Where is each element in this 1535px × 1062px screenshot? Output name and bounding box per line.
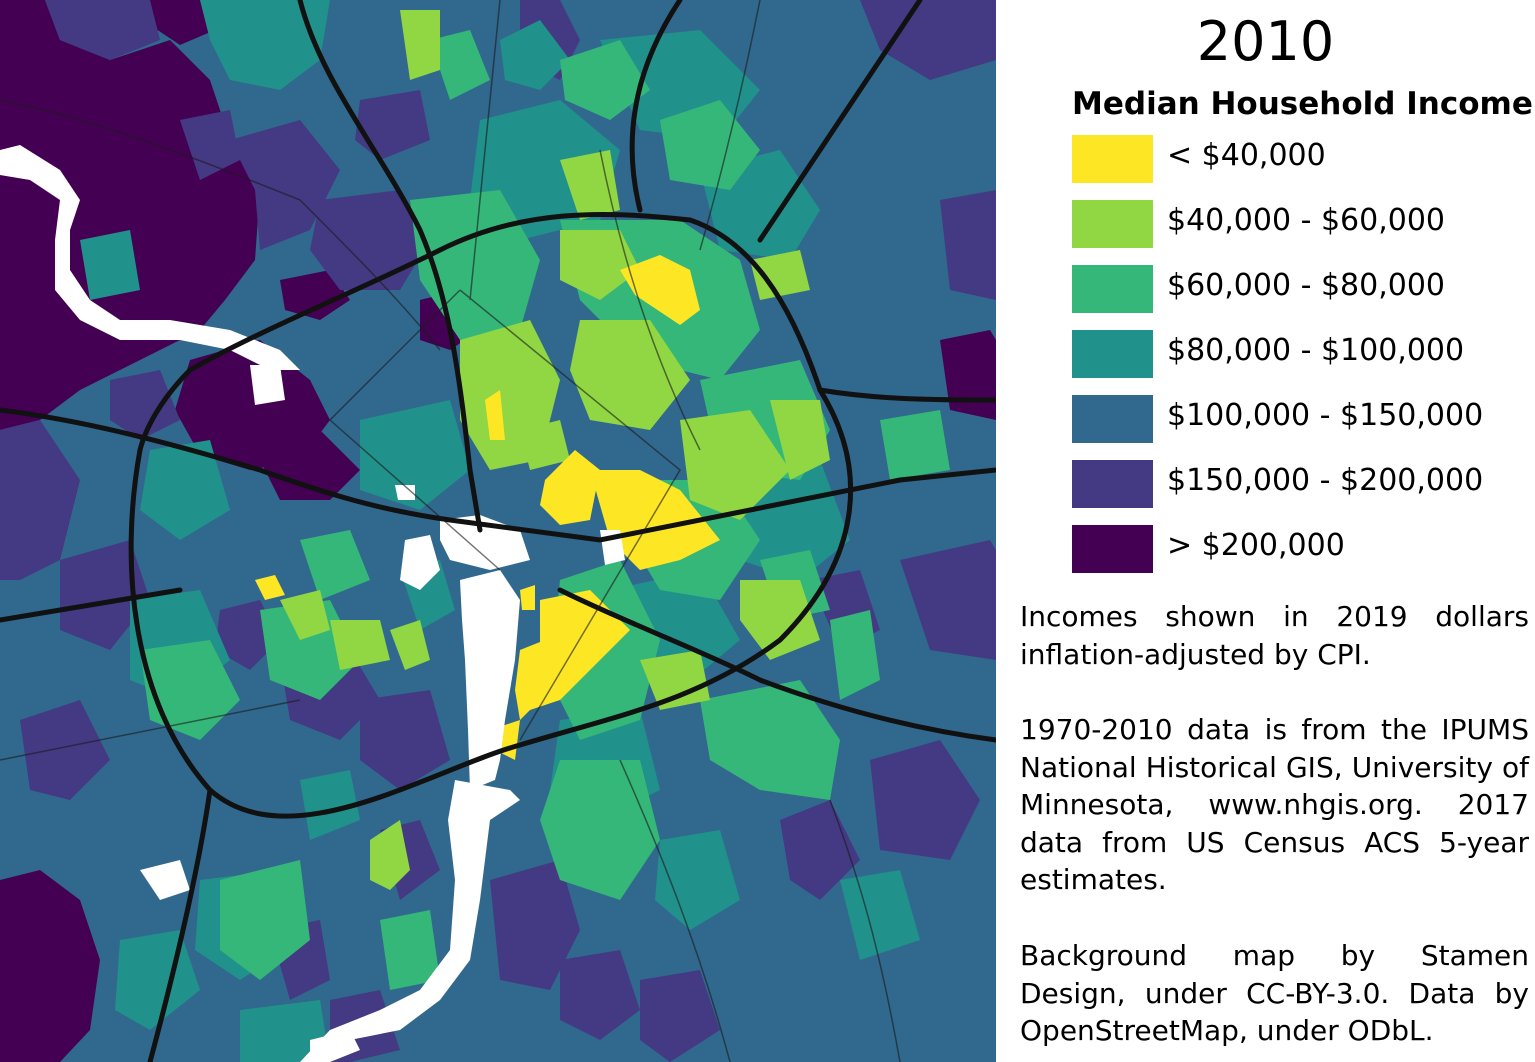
income-choropleth-map[interactable] xyxy=(0,0,996,1062)
tracts-150k-200k xyxy=(0,0,996,1062)
legend-swatch xyxy=(1072,525,1153,573)
legend-label: > $200,000 xyxy=(1167,528,1345,563)
attribution-note: Background map by Stamen Design, under C… xyxy=(1020,939,1529,1047)
legend-label: $100,000 - $150,000 xyxy=(1167,398,1484,433)
legend-swatch xyxy=(1072,265,1153,313)
legend-label: $60,000 - $80,000 xyxy=(1167,268,1446,303)
legend-label: < $40,000 xyxy=(1167,138,1326,173)
legend-label: $80,000 - $100,000 xyxy=(1167,333,1465,368)
legend-label: $150,000 - $200,000 xyxy=(1167,463,1484,498)
legend-panel: 2010 Median Household Income < $40,000 $… xyxy=(996,0,1535,1062)
map-canvas xyxy=(0,0,996,1062)
highways xyxy=(0,0,996,1062)
legend-label: $40,000 - $60,000 xyxy=(1167,203,1446,238)
legend-title: Median Household Income xyxy=(1072,86,1533,122)
legend-swatch xyxy=(1072,395,1153,443)
inflation-note: Incomes shown in 2019 dollars inflation-… xyxy=(1020,600,1529,671)
map-year-title: 2010 xyxy=(1196,10,1335,73)
legend-swatch xyxy=(1072,135,1153,183)
legend-swatch xyxy=(1072,330,1153,378)
minor-roads xyxy=(0,0,901,1062)
water-and-no-data xyxy=(0,145,625,1062)
legend-swatch xyxy=(1072,200,1153,248)
tracts-40k-60k xyxy=(280,10,830,890)
legend-swatch xyxy=(1072,460,1153,508)
data-source-note: 1970-2010 data is from the IPUMS Nationa… xyxy=(1020,713,1529,896)
